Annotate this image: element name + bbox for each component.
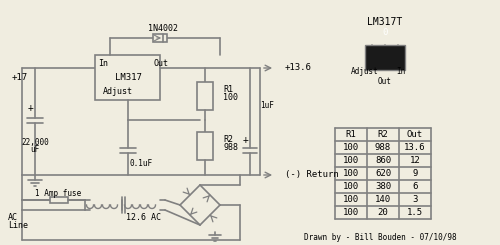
Bar: [197, 132, 213, 160]
Text: Drawn by - Bill Bouden - 07/10/98: Drawn by - Bill Bouden - 07/10/98: [304, 233, 456, 243]
Text: 100: 100: [343, 169, 359, 178]
Text: 9: 9: [412, 169, 418, 178]
Text: 100: 100: [343, 182, 359, 191]
Text: Line: Line: [8, 221, 28, 231]
Text: R2: R2: [223, 135, 233, 145]
Text: 100: 100: [343, 156, 359, 165]
Text: Out: Out: [378, 76, 392, 86]
Text: R1: R1: [346, 130, 356, 139]
Text: +17: +17: [12, 74, 28, 83]
Text: 20: 20: [378, 208, 388, 217]
Text: 988: 988: [223, 144, 238, 152]
Text: In: In: [396, 66, 406, 75]
Text: Adjust: Adjust: [351, 66, 379, 75]
Text: 0.1uF: 0.1uF: [130, 159, 153, 168]
Text: 1uF: 1uF: [260, 100, 274, 110]
Text: 100: 100: [223, 94, 238, 102]
Text: 140: 140: [375, 195, 391, 204]
Text: Out: Out: [407, 130, 423, 139]
Text: 100: 100: [343, 195, 359, 204]
Text: 100: 100: [343, 208, 359, 217]
Text: 1 Amp fuse: 1 Amp fuse: [35, 188, 81, 197]
Text: 12.6 AC: 12.6 AC: [126, 213, 160, 222]
Text: 100: 100: [343, 143, 359, 152]
Text: 3: 3: [412, 195, 418, 204]
Bar: [365, 45, 405, 70]
Text: 1N4002: 1N4002: [148, 24, 178, 34]
Text: Out: Out: [153, 59, 168, 68]
Bar: [50, 197, 68, 203]
Text: LM317: LM317: [114, 73, 141, 82]
Bar: [197, 82, 213, 110]
Text: 22,000: 22,000: [21, 138, 49, 147]
Text: R1: R1: [223, 86, 233, 95]
Text: LM317T: LM317T: [368, 17, 402, 27]
Text: 380: 380: [375, 182, 391, 191]
Text: uF: uF: [30, 146, 40, 155]
Text: R2: R2: [378, 130, 388, 139]
Text: 988: 988: [375, 143, 391, 152]
Text: AC: AC: [8, 213, 18, 222]
Text: 6: 6: [412, 182, 418, 191]
Text: (-) Return: (-) Return: [285, 171, 339, 180]
Text: +13.6: +13.6: [285, 63, 312, 73]
Text: 12: 12: [410, 156, 420, 165]
Text: +: +: [242, 135, 248, 145]
Bar: [153, 34, 167, 42]
Bar: [95, 55, 160, 100]
Text: 860: 860: [375, 156, 391, 165]
Text: +: +: [27, 103, 33, 113]
Text: 0: 0: [382, 28, 388, 37]
Text: 1.5: 1.5: [407, 208, 423, 217]
Text: 620: 620: [375, 169, 391, 178]
Text: 13.6: 13.6: [404, 143, 426, 152]
Text: In: In: [98, 59, 108, 68]
Text: Adjust: Adjust: [103, 87, 133, 97]
